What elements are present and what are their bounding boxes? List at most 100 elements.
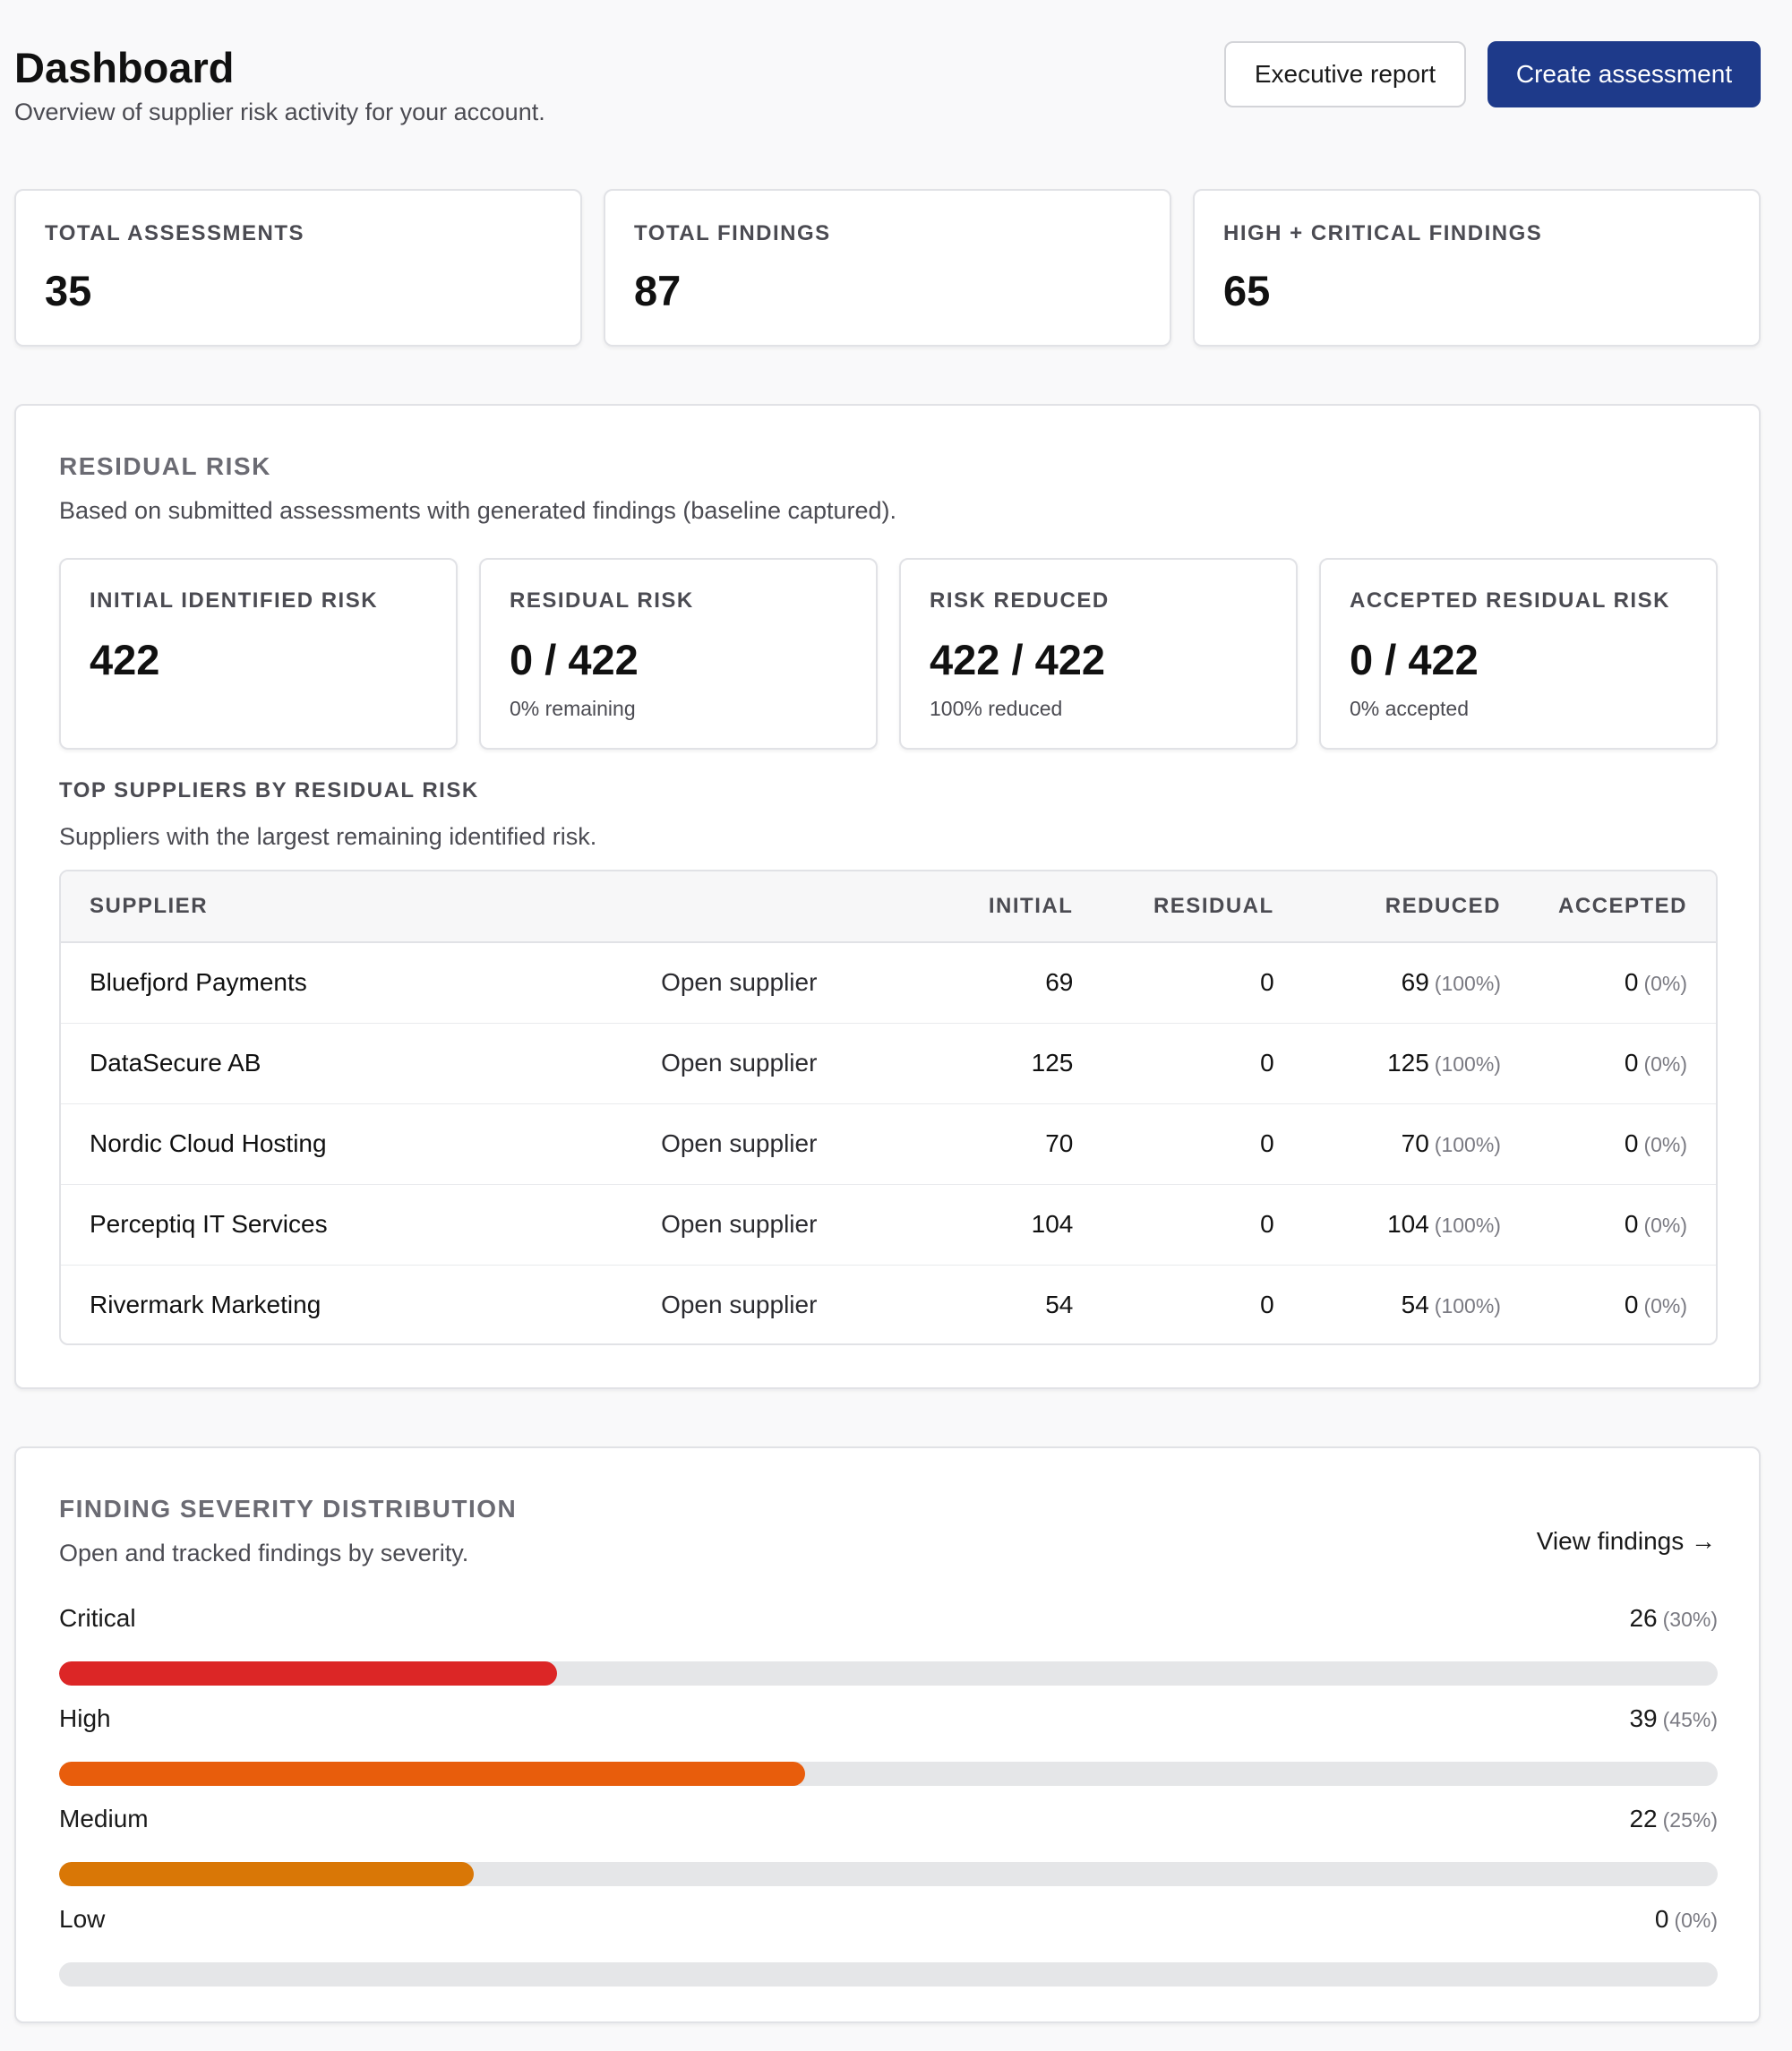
severity-bar-track [59, 1862, 1718, 1886]
create-assessment-button[interactable]: Create assessment [1488, 41, 1761, 107]
initial-value: 104 [1031, 1210, 1074, 1238]
column-header-residual: RESIDUAL [1153, 894, 1274, 918]
top-suppliers-description: Suppliers with the largest remaining ide… [59, 823, 597, 850]
page-title: Dashboard [14, 44, 235, 91]
risk-value: 422 / 422 [930, 636, 1106, 683]
reduced-cell: 104 (100%) [1303, 1184, 1530, 1265]
accepted-value: 0 [1624, 1291, 1639, 1319]
column-header-accepted: ACCEPTED [1557, 894, 1687, 918]
residual-value: 0 [1260, 1210, 1274, 1238]
severity-bar-track [59, 1962, 1718, 1987]
severity-percent: (45%) [1662, 1708, 1718, 1731]
severity-label: Critical [59, 1604, 136, 1632]
reduced-percent: (100%) [1434, 1133, 1501, 1156]
reduced-percent: (100%) [1434, 1214, 1501, 1237]
accepted-cell: 0 (0%) [1530, 1023, 1716, 1103]
section-description: Open and tracked findings by severity. [59, 1540, 469, 1566]
severity-row-high: High 39 (45%) [59, 1704, 1718, 1794]
severity-percent: (30%) [1662, 1608, 1718, 1631]
risk-value: 422 [90, 636, 160, 683]
severity-bar-fill [59, 1661, 557, 1686]
supplier-name: Nordic Cloud Hosting [90, 1129, 327, 1157]
column-header-initial: INITIAL [988, 894, 1074, 918]
severity-bar-track [59, 1762, 1718, 1786]
column-header-reduced: REDUCED [1385, 894, 1501, 918]
view-findings-link[interactable]: View findings → [1536, 1527, 1716, 1555]
reduced-value: 54 [1401, 1291, 1429, 1319]
severity-distribution-section: FINDING SEVERITY DISTRIBUTION Open and t… [14, 1446, 1761, 2023]
initial-value: 125 [1031, 1049, 1074, 1077]
section-title: FINDING SEVERITY DISTRIBUTION [59, 1495, 518, 1523]
risk-label: RISK REDUCED [930, 588, 1110, 613]
accepted-percent: (0%) [1643, 1052, 1687, 1076]
accepted-percent: (0%) [1643, 1294, 1687, 1318]
severity-count: 0 (0%) [1655, 1905, 1718, 1934]
section-description: Based on submitted assessments with gene… [59, 497, 897, 524]
risk-subtext: 100% reduced [930, 697, 1063, 720]
reduced-percent: (100%) [1434, 1052, 1501, 1076]
stat-label: HIGH + CRITICAL FINDINGS [1223, 221, 1543, 245]
open-supplier-link[interactable]: Open supplier [661, 1210, 818, 1238]
risk-label: ACCEPTED RESIDUAL RISK [1350, 588, 1670, 613]
open-supplier-link[interactable]: Open supplier [661, 968, 818, 997]
supplier-name: Perceptiq IT Services [90, 1210, 328, 1238]
severity-bar-fill [59, 1762, 806, 1786]
severity-count-value: 26 [1629, 1604, 1658, 1632]
open-supplier-link[interactable]: Open supplier [661, 1129, 818, 1157]
stat-label: TOTAL FINDINGS [634, 221, 831, 245]
page-subtitle: Overview of supplier risk activity for y… [14, 99, 545, 125]
severity-percent: (0%) [1674, 1909, 1718, 1932]
severity-count: 39 (45%) [1629, 1704, 1718, 1733]
executive-report-button[interactable]: Executive report [1224, 41, 1466, 107]
table-row: Rivermark Marketing Open supplier 54 0 5… [61, 1265, 1716, 1343]
risk-subtext: 0% remaining [510, 697, 636, 720]
reduced-cell: 125 (100%) [1303, 1023, 1530, 1103]
accepted-value: 0 [1624, 968, 1639, 997]
open-supplier-link[interactable]: Open supplier [661, 1049, 818, 1077]
accepted-value: 0 [1624, 1129, 1639, 1157]
accepted-value: 0 [1624, 1049, 1639, 1077]
table-row: Bluefjord Payments Open supplier 69 0 69… [61, 942, 1716, 1023]
reduced-cell: 70 (100%) [1303, 1103, 1530, 1184]
stat-value: 65 [1223, 267, 1271, 314]
severity-label: Medium [59, 1805, 149, 1832]
table-row: DataSecure AB Open supplier 125 0 125 (10… [61, 1023, 1716, 1103]
top-suppliers-table: SUPPLIER INITIAL RESIDUAL REDUCED ACCEPT… [59, 870, 1718, 1345]
supplier-name: DataSecure AB [90, 1049, 262, 1077]
severity-label: High [59, 1704, 111, 1732]
reduced-value: 70 [1401, 1129, 1429, 1157]
stat-card-total-assessments: TOTAL ASSESSMENTS 35 [14, 189, 582, 347]
severity-row-low: Low 0 (0%) [59, 1905, 1718, 1995]
column-header-action [632, 871, 897, 942]
accepted-cell: 0 (0%) [1530, 1184, 1716, 1265]
residual-value: 0 [1260, 1129, 1274, 1157]
risk-value: 0 / 422 [510, 636, 639, 683]
severity-count-value: 39 [1629, 1704, 1658, 1732]
accepted-cell: 0 (0%) [1530, 942, 1716, 1023]
table-header-row: SUPPLIER INITIAL RESIDUAL REDUCED ACCEPT… [61, 871, 1716, 942]
initial-value: 69 [1045, 968, 1074, 997]
open-supplier-link[interactable]: Open supplier [661, 1291, 818, 1319]
reduced-value: 104 [1387, 1210, 1429, 1238]
risk-card-reduced: RISK REDUCED 422 / 422 100% reduced [899, 558, 1298, 750]
section-title: RESIDUAL RISK [59, 452, 271, 480]
risk-card-accepted: ACCEPTED RESIDUAL RISK 0 / 422 0% accept… [1319, 558, 1718, 750]
risk-label: INITIAL IDENTIFIED RISK [90, 588, 379, 613]
risk-label: RESIDUAL RISK [510, 588, 694, 613]
table-row: Nordic Cloud Hosting Open supplier 70 0 … [61, 1103, 1716, 1184]
accepted-percent: (0%) [1643, 1214, 1687, 1237]
initial-value: 70 [1045, 1129, 1074, 1157]
initial-value: 54 [1045, 1291, 1074, 1319]
severity-row-medium: Medium 22 (25%) [59, 1805, 1718, 1894]
residual-value: 0 [1260, 968, 1274, 997]
stat-label: TOTAL ASSESSMENTS [45, 221, 304, 245]
severity-count-value: 0 [1654, 1905, 1669, 1933]
reduced-cell: 69 (100%) [1303, 942, 1530, 1023]
supplier-name: Rivermark Marketing [90, 1291, 322, 1319]
severity-count-value: 22 [1629, 1805, 1658, 1832]
residual-value: 0 [1260, 1291, 1274, 1319]
reduced-value: 69 [1401, 968, 1429, 997]
risk-card-residual: RESIDUAL RISK 0 / 422 0% remaining [479, 558, 878, 750]
reduced-percent: (100%) [1434, 972, 1501, 996]
reduced-cell: 54 (100%) [1303, 1265, 1530, 1343]
